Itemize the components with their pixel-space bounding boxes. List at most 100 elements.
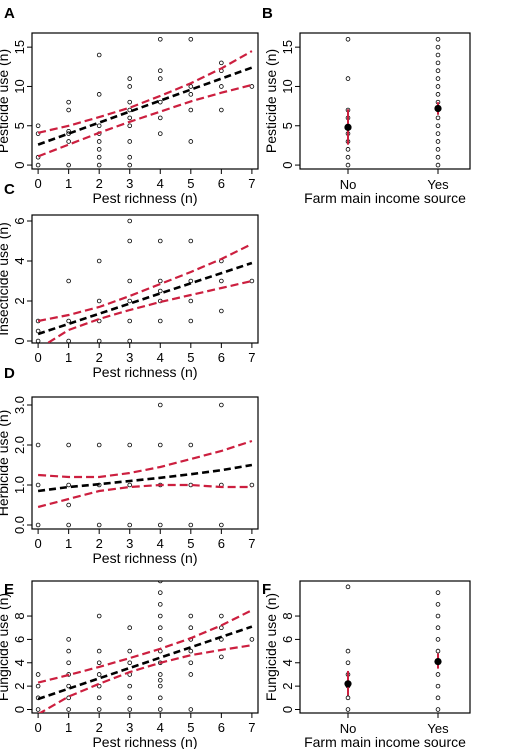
panel-d-point bbox=[188, 522, 194, 528]
panel-e-point bbox=[35, 707, 41, 712]
panel-e-point bbox=[188, 660, 194, 666]
panel-c-xtick-label: 5 bbox=[187, 350, 194, 365]
panel-b-point bbox=[345, 36, 351, 42]
panel-d-frame bbox=[31, 396, 259, 530]
panel-a-point bbox=[157, 131, 163, 136]
panel-f-point bbox=[435, 707, 441, 712]
panel-c-point bbox=[96, 298, 102, 304]
panel-f-point bbox=[435, 590, 441, 595]
panel-c-point bbox=[66, 338, 71, 343]
panel-c-plot-area bbox=[35, 218, 255, 343]
panel-b-xtick-label: Yes bbox=[427, 177, 449, 192]
panel-e-ylabel: Fungicide use (n) bbox=[0, 593, 11, 701]
panel-a-ytick-label: 5 bbox=[12, 122, 27, 129]
panel-a-point bbox=[127, 123, 133, 129]
panel-d-ci-lower bbox=[37, 483, 252, 509]
panel-a-point bbox=[96, 92, 102, 97]
panel-a-xtick-label: 3 bbox=[126, 176, 133, 191]
panel-e-point bbox=[219, 613, 224, 619]
panel-e-point bbox=[188, 613, 194, 619]
panel-f-ytick-label: 2 bbox=[280, 683, 295, 690]
panel-e-ci-upper bbox=[37, 609, 253, 684]
panel-c: C 0 1 2 3 4 5 6 7 0 2 4 6 Pest richness (n) Insecticid… bbox=[0, 181, 259, 380]
panel-b-point bbox=[435, 76, 441, 81]
panel-f-point bbox=[345, 660, 351, 666]
panel-a-point bbox=[219, 60, 224, 66]
panel-f-point bbox=[345, 648, 351, 654]
panel-b-ytick-label: 15 bbox=[280, 40, 295, 54]
panel-a-xtick-label: 6 bbox=[218, 176, 225, 191]
panel-b-xtick-label: No bbox=[340, 177, 357, 192]
panel-e-xtick-label: 0 bbox=[34, 720, 41, 735]
panel-b-point bbox=[435, 68, 441, 74]
panel-a-point bbox=[96, 162, 102, 168]
panel-d-plot-area bbox=[35, 402, 255, 528]
panel-b-point bbox=[435, 60, 441, 66]
panel-b-point bbox=[435, 44, 441, 50]
panel-c-point bbox=[127, 318, 133, 324]
panel-c-xtick-label: 3 bbox=[126, 350, 133, 365]
panel-f-point bbox=[435, 602, 441, 607]
panel-f: F No Yes 0 2 4 6 8 Farm main income source Fungic… bbox=[262, 580, 471, 749]
panel-c-point bbox=[249, 278, 255, 284]
panel-c-ytick-label: 4 bbox=[12, 257, 27, 264]
panel-c-point bbox=[96, 318, 102, 324]
panel-b-mean-point bbox=[344, 123, 352, 131]
panel-c-point bbox=[188, 318, 194, 324]
panel-d-point bbox=[66, 502, 71, 508]
panel-b-point bbox=[435, 162, 441, 168]
panel-c-point bbox=[96, 258, 102, 264]
panel-a-point bbox=[157, 68, 163, 74]
panel-d-fit-line bbox=[37, 463, 253, 493]
panel-e-point bbox=[188, 672, 194, 677]
panel-a-point bbox=[96, 123, 102, 129]
panel-f-point bbox=[435, 683, 441, 689]
panel-a-point bbox=[127, 76, 133, 81]
panel-b-point bbox=[345, 147, 351, 152]
panel-f-point bbox=[345, 707, 351, 712]
panel-e-point bbox=[157, 625, 163, 631]
panel-a-point bbox=[157, 36, 163, 42]
panel-a-plot-area bbox=[35, 36, 255, 168]
panel-c-point bbox=[188, 238, 194, 244]
panel-c-ci-upper bbox=[37, 243, 253, 323]
panel-e-point bbox=[66, 660, 71, 666]
panel-e-xtick-label: 6 bbox=[218, 720, 225, 735]
panel-e-fit-line bbox=[37, 625, 253, 701]
panel-e-point bbox=[127, 648, 133, 654]
panel-a-point bbox=[96, 147, 102, 152]
panel-a-point bbox=[157, 99, 163, 105]
panel-d-point bbox=[157, 442, 163, 448]
panel-c-point bbox=[219, 308, 224, 314]
panel-e-xtick-label: 3 bbox=[126, 720, 133, 735]
panel-a-ylabel: Pesticide use (n) bbox=[0, 49, 11, 153]
panel-d-point bbox=[35, 482, 41, 488]
panel-c-point bbox=[188, 278, 194, 284]
panel-c-point bbox=[66, 318, 71, 324]
panel-a-point bbox=[157, 115, 163, 121]
panel-e-xtick-label: 2 bbox=[96, 720, 103, 735]
panel-e-point bbox=[157, 590, 163, 595]
panel-d-ytick-label: 3.0 bbox=[12, 396, 27, 414]
panel-a-xtick-label: 7 bbox=[248, 176, 255, 191]
panel-d: D 0 1 2 3 4 5 6 7 0.0 1.0 2.0 3.0 Pest richness (n) He… bbox=[0, 365, 259, 566]
panel-e-point bbox=[157, 613, 163, 619]
panel-c-point bbox=[219, 278, 224, 284]
panel-b-point bbox=[345, 154, 351, 160]
panel-a-frame bbox=[31, 32, 259, 170]
panel-e-ytick-label: 6 bbox=[12, 636, 27, 643]
panel-b-ytick-label: 5 bbox=[280, 122, 295, 129]
panel-a-xtick-label: 2 bbox=[96, 176, 103, 191]
panel-c-xlabel: Pest richness (n) bbox=[92, 364, 197, 380]
panel-d-xtick-label: 4 bbox=[157, 536, 164, 551]
panel-c-ci-lower bbox=[45, 279, 253, 343]
panel-e-point bbox=[96, 613, 102, 619]
panel-c-point bbox=[96, 338, 102, 343]
panel-d-ytick-label: 2.0 bbox=[12, 436, 27, 454]
panel-e-point bbox=[127, 660, 133, 666]
panel-c-point bbox=[127, 278, 133, 284]
panel-c-xtick-label: 0 bbox=[34, 350, 41, 365]
panel-a-ci-lower bbox=[37, 83, 253, 158]
panel-f-letter: F bbox=[262, 581, 271, 598]
panel-f-ylabel: Fungicide use (n) bbox=[263, 593, 279, 701]
